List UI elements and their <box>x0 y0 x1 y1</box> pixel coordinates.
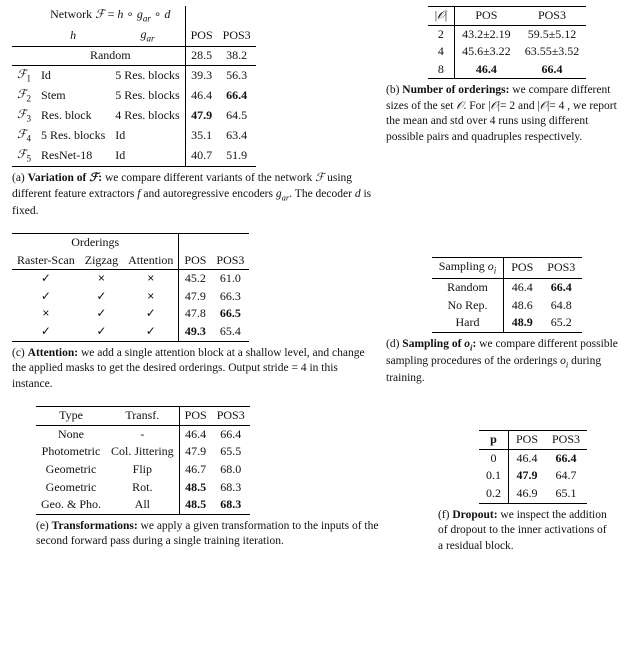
table-c: Orderings Raster-Scan Zigzag Attention P… <box>12 233 249 342</box>
table-a: Network ℱ = h ∘ gar ∘ d h gar POS POS3 R… <box>12 6 256 167</box>
table-row: 0.1 47.9 64.7 <box>479 467 587 485</box>
table-row: ✓ ✓ × 47.9 66.3 <box>12 288 249 306</box>
table-a-block: Network ℱ = h ∘ gar ∘ d h gar POS POS3 R… <box>12 6 372 219</box>
table-b: |𝒪| POS POS3 2 43.2±2.19 59.5±5.12 4 45.… <box>428 6 587 79</box>
table-row: 8 46.4 66.4 <box>428 61 587 79</box>
table-d-block: Sampling oi POS POS3 Random 46.4 66.4 No… <box>386 233 628 386</box>
caption-d: (d) Sampling of oi: we compare different… <box>386 337 628 386</box>
col-pos: POS <box>185 26 218 47</box>
random-pos: 28.5 <box>185 47 218 66</box>
table-row: 4 45.6±3.22 63.55±3.52 <box>428 43 587 61</box>
table-e-block: Type Transf. POS POS3 None - 46.4 66.4 P… <box>12 406 396 550</box>
table-d: Sampling oi POS POS3 Random 46.4 66.4 No… <box>432 257 583 333</box>
table-row: ℱ3 Res. block 4 Res. blocks 47.9 64.5 <box>12 106 256 126</box>
table-row: ℱ5 ResNet-18 Id 40.7 51.9 <box>12 146 256 167</box>
table-row: 2 43.2±2.19 59.5±5.12 <box>428 25 587 43</box>
table-row: ℱ2 Stem 5 Res. blocks 46.4 66.4 <box>12 86 256 106</box>
table-row: ℱ1 Id 5 Res. blocks 39.3 56.3 <box>12 65 256 86</box>
table-row: Hard 48.9 65.2 <box>432 314 583 332</box>
caption-c: (c) Attention: we add a single attention… <box>12 346 372 393</box>
table-row: Photometric Col. Jittering 47.9 65.5 <box>36 443 250 461</box>
table-row: No Rep. 48.6 64.8 <box>432 297 583 315</box>
col-pos3: POS3 <box>218 26 256 47</box>
table-f-block: p POS POS3 0 46.4 66.4 0.1 47.9 64.7 0.2… <box>410 406 628 554</box>
table-row: ✓ ✓ ✓ 49.3 65.4 <box>12 323 249 341</box>
table-b-block: |𝒪| POS POS3 2 43.2±2.19 59.5±5.12 4 45.… <box>386 6 628 145</box>
table-row: × ✓ ✓ 47.8 66.5 <box>12 305 249 323</box>
table-row: ✓ × × 45.2 61.0 <box>12 270 249 288</box>
caption-f: (f) Dropout: we inspect the addition of … <box>438 508 608 555</box>
table-row: None - 46.4 66.4 <box>36 425 250 443</box>
table-row: Geometric Rot. 48.5 68.3 <box>36 479 250 497</box>
caption-a: (a) Variation of ℱ: we compare different… <box>12 171 372 219</box>
caption-e: (e) Transformations: we apply a given tr… <box>36 519 396 550</box>
caption-b: (b) Number of orderings: we compare diff… <box>386 83 628 145</box>
random-label: Random <box>36 47 185 66</box>
table-e: Type Transf. POS POS3 None - 46.4 66.4 P… <box>36 406 250 515</box>
table-row: Geo. & Pho. All 48.5 68.3 <box>36 496 250 514</box>
table-row: 0 46.4 66.4 <box>479 449 587 467</box>
table-row: 0.2 46.9 65.1 <box>479 485 587 503</box>
table-row: ℱ4 5 Res. blocks Id 35.1 63.4 <box>12 126 256 146</box>
col-h: h <box>70 28 76 42</box>
table-f: p POS POS3 0 46.4 66.4 0.1 47.9 64.7 0.2… <box>479 430 587 503</box>
table-row: Random 46.4 66.4 <box>432 279 583 297</box>
random-pos3: 38.2 <box>218 47 256 66</box>
table-row: Geometric Flip 46.7 68.0 <box>36 461 250 479</box>
table-c-block: Orderings Raster-Scan Zigzag Attention P… <box>12 233 372 392</box>
